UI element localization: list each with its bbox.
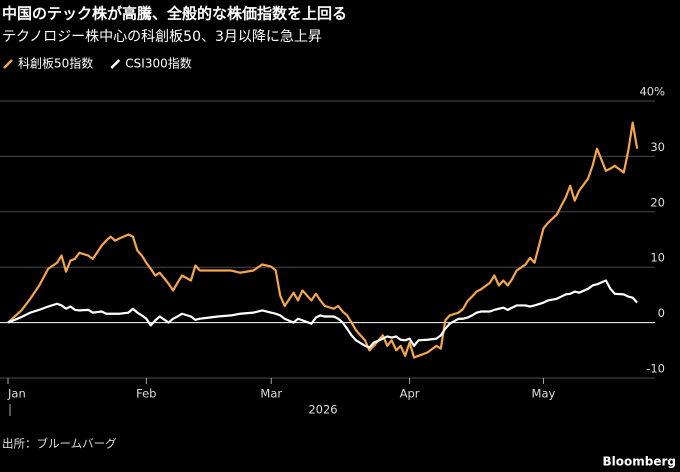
legend-label: CSI300指数 bbox=[125, 56, 191, 71]
source: 出所：ブルームバーグ bbox=[2, 437, 117, 451]
y-tick-label: 0 bbox=[658, 306, 665, 320]
logo: Bloomberg bbox=[603, 455, 677, 469]
x-tick-label: May bbox=[532, 387, 556, 401]
legend-swatch bbox=[110, 59, 121, 69]
series-line bbox=[7, 279, 638, 349]
legend-label: 科創板50指数 bbox=[18, 56, 93, 71]
x-axis-label: 2026 bbox=[308, 403, 337, 417]
y-tick-label: 30 bbox=[650, 140, 665, 154]
x-tick-label: Jan bbox=[7, 387, 26, 401]
chart-subtitle: テクノロジー株中心の科創板50、3月以降に急上昇 bbox=[2, 29, 322, 45]
x-tick-label: Apr bbox=[400, 387, 420, 401]
x-tick-label: Mar bbox=[260, 387, 282, 401]
y-tick-label: 40% bbox=[639, 85, 665, 99]
legend-swatch bbox=[3, 59, 13, 69]
y-tick-label: 20 bbox=[650, 195, 665, 209]
series-line bbox=[7, 121, 639, 359]
y-tick-label: -10 bbox=[646, 362, 665, 376]
x-tick-label: Feb bbox=[136, 387, 156, 401]
chart-title: 中国のテック株が高騰、全般的な株価指数を上回る bbox=[2, 5, 347, 23]
y-tick-label: 10 bbox=[650, 251, 665, 265]
